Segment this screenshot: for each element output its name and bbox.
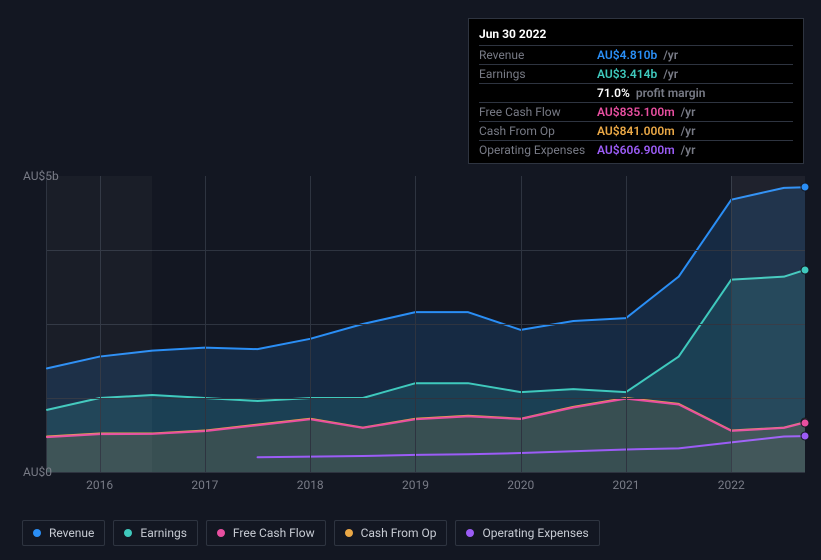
tooltip-row: Cash From OpAU$841.000m /yr (479, 121, 793, 140)
legend-label: Operating Expenses (482, 526, 588, 540)
tooltip-row: RevenueAU$4.810b /yr (479, 45, 793, 64)
tooltip-row-value: AU$835.100m /yr (597, 105, 695, 119)
highlight-band (731, 176, 805, 472)
legend-item[interactable]: Operating Expenses (455, 520, 599, 546)
x-axis-label: 2018 (297, 478, 324, 492)
gridline-v (415, 176, 416, 472)
highlight-band (47, 176, 152, 472)
tooltip-row-value: 71.0% profit margin (597, 86, 705, 100)
legend-dot-icon (217, 529, 225, 537)
tooltip-row-value: AU$4.810b /yr (597, 48, 678, 62)
x-axis-label: 2019 (402, 478, 429, 492)
gridline-h (47, 250, 805, 251)
gridline-h (47, 398, 805, 399)
legend-item[interactable]: Earnings (113, 520, 198, 546)
x-axis-label: 2017 (191, 478, 218, 492)
tooltip-row-unit: /yr (660, 48, 678, 62)
gridline-v (626, 176, 627, 472)
tooltip-row-label: Free Cash Flow (479, 105, 597, 119)
legend-item[interactable]: Free Cash Flow (206, 520, 326, 546)
dashboard-panel: Jun 30 2022 RevenueAU$4.810b /yrEarnings… (0, 0, 821, 560)
legend-dot-icon (124, 529, 132, 537)
legend-label: Free Cash Flow (233, 526, 315, 540)
legend-label: Earnings (140, 526, 187, 540)
legend-dot-icon (466, 529, 474, 537)
tooltip-row-label: Earnings (479, 67, 597, 81)
gridline-v (310, 176, 311, 472)
chart-area: AU$0AU$5b2016201720182019202020212022 (18, 158, 804, 510)
tooltip-row: Free Cash FlowAU$835.100m /yr (479, 102, 793, 121)
chart-legend: Revenue Earnings Free Cash Flow Cash From O… (22, 520, 600, 546)
legend-dot-icon (33, 529, 41, 537)
cursor-dot-icon (801, 183, 810, 192)
x-axis-label: 2022 (718, 478, 745, 492)
tooltip-row-value: AU$841.000m /yr (597, 124, 695, 138)
cursor-dot-icon (801, 418, 810, 427)
legend-dot-icon (345, 529, 353, 537)
tooltip-row-value: AU$3.414b /yr (597, 67, 678, 81)
tooltip-row-unit: /yr (678, 143, 696, 157)
tooltip-row-unit: /yr (660, 67, 678, 81)
gridline-h (47, 324, 805, 325)
tooltip-row-label (479, 86, 597, 100)
tooltip-row-label: Operating Expenses (479, 143, 597, 157)
tooltip-row-unit: /yr (678, 105, 696, 119)
x-axis-label: 2016 (86, 478, 113, 492)
chart-plot[interactable]: AU$0AU$5b2016201720182019202020212022 (46, 176, 805, 473)
x-axis-label: 2021 (613, 478, 640, 492)
gridline-v (521, 176, 522, 472)
cursor-dot-icon (801, 432, 810, 441)
chart-tooltip: Jun 30 2022 RevenueAU$4.810b /yrEarnings… (468, 18, 804, 164)
tooltip-row-label: Cash From Op (479, 124, 597, 138)
tooltip-date: Jun 30 2022 (479, 25, 793, 45)
x-axis-label: 2020 (507, 478, 534, 492)
legend-item[interactable]: Revenue (22, 520, 105, 546)
tooltip-row-label: Revenue (479, 48, 597, 62)
legend-label: Revenue (49, 526, 94, 540)
legend-item[interactable]: Cash From Op (334, 520, 448, 546)
cursor-dot-icon (801, 265, 810, 274)
legend-label: Cash From Op (361, 526, 437, 540)
tooltip-row: 71.0% profit margin (479, 83, 793, 102)
tooltip-row-unit: /yr (678, 124, 696, 138)
tooltip-row-unit: profit margin (633, 86, 706, 100)
tooltip-row: Operating ExpensesAU$606.900m /yr (479, 140, 793, 159)
tooltip-row: EarningsAU$3.414b /yr (479, 64, 793, 83)
gridline-v (205, 176, 206, 472)
tooltip-row-value: AU$606.900m /yr (597, 143, 695, 157)
